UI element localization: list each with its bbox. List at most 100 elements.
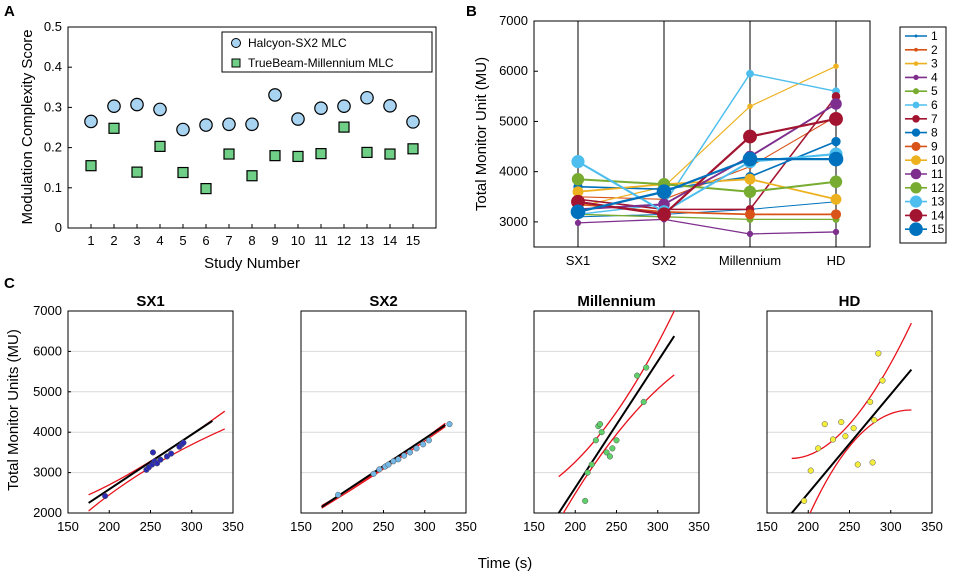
x-tick-label: 150	[523, 519, 545, 534]
chart-c: 150 200 250 300 350 2000 3000 4000 5000 6000 7000 S…	[5, 293, 943, 572]
data-point-truebeam	[108, 122, 120, 134]
subplot-title: SX1	[136, 293, 164, 310]
data-point	[850, 425, 857, 432]
series-point-4	[832, 228, 840, 236]
series-point-15	[828, 151, 844, 167]
x-tick-label: 300	[880, 519, 902, 534]
data-point	[406, 449, 413, 456]
data-point	[582, 497, 589, 504]
series-line-10	[577, 178, 837, 201]
legend-label-10: 10	[931, 153, 945, 167]
series-point-15	[656, 184, 672, 200]
data-point-halcyon	[107, 99, 121, 113]
chart-a-ylabel: Modulation Complexity Score	[19, 29, 36, 224]
data-point	[613, 437, 620, 444]
x-tick-label: 350	[921, 519, 943, 534]
ci-lower-curve	[809, 409, 912, 513]
data-point-halcyon	[268, 88, 282, 102]
y-tick-label: 0.3	[44, 99, 62, 114]
x-tick-label: 300	[181, 519, 203, 534]
series-point-12	[829, 175, 843, 188]
data-point	[157, 456, 164, 463]
data-point	[875, 350, 882, 357]
legend-marker-2	[914, 47, 918, 52]
data-point-truebeam	[85, 160, 97, 172]
legend-marker-10	[911, 155, 921, 166]
legend-label-halcyon: Halcyon-SX2 MLC	[248, 36, 347, 50]
x-tick-label: 4	[156, 233, 163, 248]
data-point	[168, 450, 175, 457]
legend-label-15: 15	[931, 222, 945, 236]
plot-area	[790, 322, 913, 513]
data-point-halcyon	[130, 97, 144, 112]
ci-upper-curve	[558, 311, 675, 478]
series-line-5	[577, 213, 836, 221]
chart-b-frame	[533, 20, 871, 248]
series-line-12	[577, 178, 837, 193]
legend-label-7: 7	[931, 112, 938, 126]
series-point-4	[746, 230, 754, 238]
x-tick-label: 5	[179, 233, 186, 248]
chart-a-xlabel: Study Number	[204, 255, 300, 272]
legend-marker-15	[909, 222, 923, 237]
x-tick-label: SX1	[566, 253, 591, 268]
ci-upper-curve	[88, 410, 226, 496]
chart-c-ylabel: Total Monitor Units (MU)	[5, 329, 22, 491]
y-tick-label: 0.5	[44, 19, 62, 34]
legend-label-13: 13	[931, 195, 945, 209]
x-tick-label: 150	[756, 519, 778, 534]
subplot-frame	[67, 310, 234, 514]
data-point	[609, 445, 616, 452]
x-tick-label: 200	[564, 519, 586, 534]
legend-marker-13	[909, 195, 923, 208]
y-tick-label: 6000	[33, 343, 62, 358]
legend-label-2: 2	[931, 43, 938, 57]
data-point-halcyon	[314, 101, 328, 116]
series-point-10	[830, 193, 842, 205]
x-tick-label: 350	[688, 519, 710, 534]
x-tick-label: 8	[248, 233, 255, 248]
data-point	[821, 421, 828, 428]
x-tick-label: Millennium	[719, 253, 781, 268]
data-point	[401, 452, 408, 459]
legend-label-14: 14	[931, 208, 945, 222]
data-point-halcyon	[291, 112, 305, 126]
subplot-title: Millennium	[577, 293, 655, 310]
legend-label-3: 3	[931, 57, 938, 71]
series-point-9	[830, 209, 842, 220]
data-point	[879, 377, 886, 384]
x-tick-label: 250	[606, 519, 628, 534]
series-line-6	[577, 72, 837, 216]
legend-label-5: 5	[931, 84, 938, 98]
data-point	[829, 436, 837, 443]
data-point	[385, 461, 392, 468]
panel-label-c: C	[4, 275, 15, 292]
data-point-truebeam	[315, 148, 327, 160]
series-point-15	[742, 151, 758, 167]
data-point	[425, 437, 432, 444]
data-point	[838, 419, 845, 426]
data-point-truebeam	[338, 121, 350, 133]
data-point-halcyon	[383, 98, 397, 113]
fit-line	[88, 420, 213, 504]
series-line-4	[577, 218, 837, 235]
subplot-hd: 150 200 250 300 350 HD	[756, 293, 943, 534]
y-tick-label: 7000	[499, 13, 528, 28]
data-point	[606, 453, 613, 460]
series-point-14	[743, 129, 757, 144]
ci-lower-curve	[562, 374, 675, 513]
chart-c-xlabel: Time (s)	[478, 555, 532, 572]
legend-marker-4	[913, 74, 919, 81]
y-tick-label: 6000	[499, 63, 528, 78]
x-tick-label: 250	[373, 519, 395, 534]
y-tick-label: 2000	[33, 505, 62, 520]
series-point-3	[833, 63, 839, 69]
subplot-millennium: 150 200 250 300 350 Millennium	[523, 293, 710, 534]
legend-marker-14	[909, 208, 923, 222]
legend-marker-11	[910, 168, 922, 180]
x-tick-label: 13	[360, 233, 374, 248]
x-tick-label: 11	[314, 233, 328, 248]
x-tick-label: 2	[110, 233, 117, 248]
legend-label-9: 9	[931, 139, 938, 153]
data-point	[871, 417, 878, 424]
